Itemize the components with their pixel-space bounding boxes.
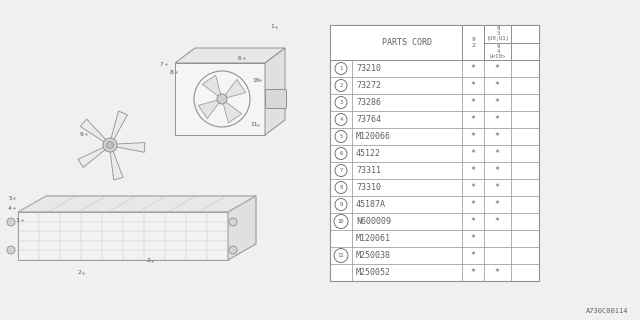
Polygon shape: [18, 196, 256, 212]
Text: *: *: [470, 217, 476, 226]
Text: M120061: M120061: [356, 234, 391, 243]
Text: *: *: [470, 132, 476, 141]
Text: *: *: [470, 98, 476, 107]
Text: 10: 10: [338, 219, 344, 224]
Polygon shape: [265, 48, 285, 135]
Text: 5: 5: [339, 134, 342, 139]
Text: 73210: 73210: [356, 64, 381, 73]
Text: *: *: [470, 268, 476, 277]
Text: 2: 2: [77, 270, 81, 276]
Text: 5: 5: [8, 196, 12, 201]
Text: 1: 1: [339, 66, 342, 71]
Text: *: *: [495, 217, 499, 226]
Text: 11: 11: [250, 123, 258, 127]
Circle shape: [103, 138, 117, 152]
Text: 9
3
(U0,U1): 9 3 (U0,U1): [486, 26, 509, 41]
Circle shape: [229, 218, 237, 226]
Text: 4: 4: [339, 117, 342, 122]
Text: A730C00114: A730C00114: [586, 308, 628, 314]
Text: *: *: [495, 149, 499, 158]
Polygon shape: [228, 196, 256, 260]
Text: 73272: 73272: [356, 81, 381, 90]
Text: 9: 9: [339, 202, 342, 207]
Text: 73310: 73310: [356, 183, 381, 192]
Text: M250038: M250038: [356, 251, 391, 260]
Text: *: *: [470, 234, 476, 243]
Text: *: *: [495, 166, 499, 175]
Text: 7: 7: [339, 168, 342, 173]
Polygon shape: [202, 75, 221, 97]
Text: *: *: [470, 64, 476, 73]
Text: 4: 4: [8, 205, 12, 211]
Text: 2: 2: [339, 83, 342, 88]
Polygon shape: [175, 48, 285, 63]
Text: *: *: [495, 183, 499, 192]
Text: 8: 8: [339, 185, 342, 190]
Text: 10: 10: [252, 77, 260, 83]
Circle shape: [106, 141, 113, 148]
Text: 9
4
U<C0>: 9 4 U<C0>: [490, 44, 506, 59]
Polygon shape: [81, 119, 107, 143]
Text: *: *: [495, 268, 499, 277]
Text: 45122: 45122: [356, 149, 381, 158]
Text: *: *: [470, 149, 476, 158]
Bar: [330, 25, 462, 60]
Polygon shape: [223, 101, 242, 123]
Text: 11: 11: [338, 253, 344, 258]
Bar: [462, 25, 484, 60]
Text: M250052: M250052: [356, 268, 391, 277]
Polygon shape: [78, 147, 106, 167]
Polygon shape: [111, 111, 127, 141]
Text: *: *: [470, 251, 476, 260]
Text: 45187A: 45187A: [356, 200, 386, 209]
Text: 3: 3: [339, 100, 342, 105]
FancyBboxPatch shape: [266, 90, 287, 108]
Text: 3: 3: [16, 218, 20, 222]
Text: 73311: 73311: [356, 166, 381, 175]
Text: *: *: [470, 81, 476, 90]
Text: PARTS CORD: PARTS CORD: [382, 38, 432, 47]
Text: N600009: N600009: [356, 217, 391, 226]
Text: *: *: [495, 115, 499, 124]
Text: *: *: [495, 64, 499, 73]
Circle shape: [7, 218, 15, 226]
Polygon shape: [198, 100, 220, 119]
Circle shape: [7, 246, 15, 254]
Text: 9: 9: [80, 132, 84, 137]
Text: 73764: 73764: [356, 115, 381, 124]
Text: 73286: 73286: [356, 98, 381, 107]
Circle shape: [217, 94, 227, 104]
Text: *: *: [495, 200, 499, 209]
Text: 7: 7: [160, 61, 164, 67]
Text: *: *: [470, 183, 476, 192]
Bar: [484, 25, 539, 60]
Text: *: *: [495, 98, 499, 107]
Text: 6: 6: [339, 151, 342, 156]
Text: 8: 8: [170, 69, 174, 75]
Polygon shape: [225, 79, 246, 98]
Bar: [330, 25, 539, 281]
Polygon shape: [115, 143, 145, 152]
Polygon shape: [18, 212, 228, 260]
Polygon shape: [110, 149, 123, 180]
Text: *: *: [470, 115, 476, 124]
Text: 9
2: 9 2: [471, 37, 475, 48]
Text: *: *: [495, 81, 499, 90]
Text: *: *: [470, 166, 476, 175]
Text: *: *: [470, 200, 476, 209]
Text: *: *: [495, 132, 499, 141]
Circle shape: [229, 246, 237, 254]
Polygon shape: [175, 63, 265, 135]
Text: 2: 2: [146, 259, 150, 263]
Text: 6: 6: [238, 55, 242, 60]
Text: 1: 1: [270, 25, 274, 29]
Text: M120066: M120066: [356, 132, 391, 141]
